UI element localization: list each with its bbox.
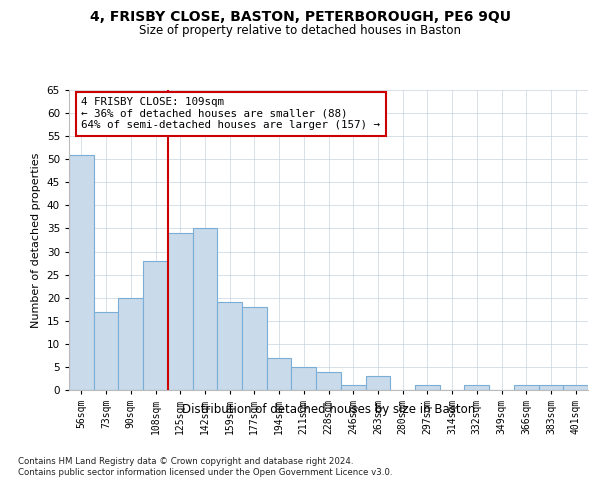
Bar: [143, 261, 168, 390]
Bar: [94, 312, 118, 390]
Text: Size of property relative to detached houses in Baston: Size of property relative to detached ho…: [139, 24, 461, 37]
Bar: [539, 386, 563, 390]
Text: Distribution of detached houses by size in Baston: Distribution of detached houses by size …: [182, 402, 475, 415]
Bar: [267, 358, 292, 390]
Bar: [563, 386, 588, 390]
Text: 4 FRISBY CLOSE: 109sqm
← 36% of detached houses are smaller (88)
64% of semi-det: 4 FRISBY CLOSE: 109sqm ← 36% of detached…: [82, 97, 380, 130]
Y-axis label: Number of detached properties: Number of detached properties: [31, 152, 41, 328]
Bar: [168, 233, 193, 390]
Text: Contains HM Land Registry data © Crown copyright and database right 2024.
Contai: Contains HM Land Registry data © Crown c…: [18, 458, 392, 477]
Bar: [118, 298, 143, 390]
Bar: [242, 307, 267, 390]
Bar: [514, 386, 539, 390]
Bar: [365, 376, 390, 390]
Bar: [341, 386, 365, 390]
Bar: [217, 302, 242, 390]
Bar: [193, 228, 217, 390]
Bar: [415, 386, 440, 390]
Bar: [69, 154, 94, 390]
Text: 4, FRISBY CLOSE, BASTON, PETERBOROUGH, PE6 9QU: 4, FRISBY CLOSE, BASTON, PETERBOROUGH, P…: [89, 10, 511, 24]
Bar: [316, 372, 341, 390]
Bar: [292, 367, 316, 390]
Bar: [464, 386, 489, 390]
